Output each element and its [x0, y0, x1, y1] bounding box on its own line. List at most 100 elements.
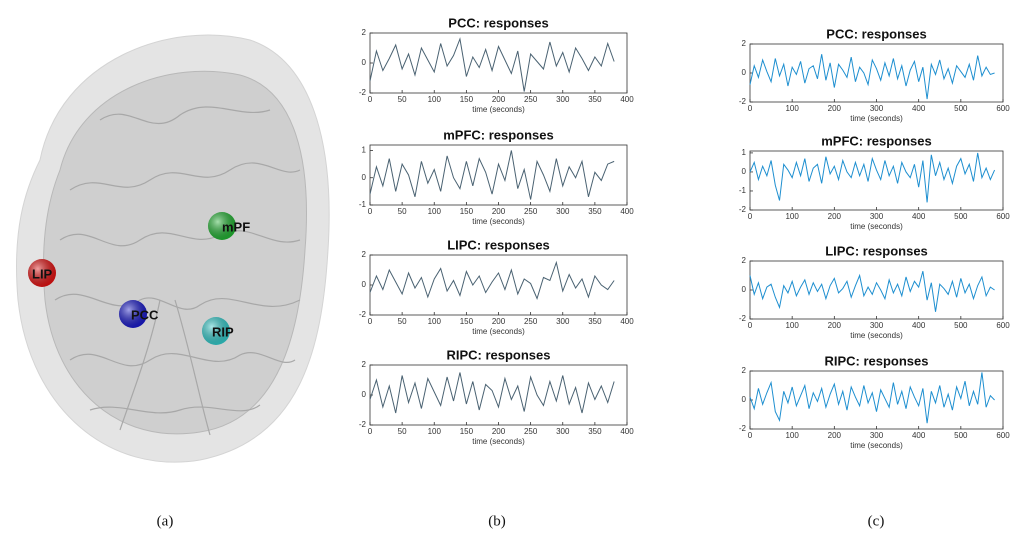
x-tick-label: 0 — [748, 104, 753, 113]
y-tick-label: 2 — [362, 250, 367, 259]
y-tick-label: 0 — [742, 395, 747, 404]
y-tick-label: 0 — [742, 285, 747, 294]
y-tick-label: 2 — [742, 39, 747, 48]
y-tick-label: 0 — [742, 167, 747, 176]
plot-frame — [749, 260, 1004, 320]
x-tick-label: 200 — [492, 317, 506, 326]
x-tick-label: 350 — [588, 427, 602, 436]
panel-label: (b) — [488, 513, 506, 529]
x-tick-label: 300 — [556, 427, 570, 436]
series-line — [749, 54, 995, 100]
x-tick-label: 400 — [912, 431, 926, 440]
x-axis-label: time (seconds) — [472, 437, 525, 446]
node-label: mPF — [222, 219, 250, 234]
y-tick-label: 2 — [742, 256, 747, 265]
x-tick-label: 300 — [556, 207, 570, 216]
x-tick-label: 0 — [748, 431, 753, 440]
y-tick-label: -2 — [739, 424, 747, 433]
node-shade — [119, 300, 147, 328]
plot-frame — [369, 254, 628, 316]
x-tick-label: 300 — [556, 95, 570, 104]
x-tick-label: 500 — [954, 212, 968, 221]
x-tick-label: 350 — [588, 207, 602, 216]
x-tick-label: 150 — [460, 95, 474, 104]
y-tick-label: -2 — [359, 420, 367, 429]
x-tick-label: 300 — [870, 431, 884, 440]
x-tick-label: 200 — [828, 104, 842, 113]
x-tick-label: 250 — [524, 427, 538, 436]
x-tick-label: 600 — [996, 431, 1010, 440]
x-tick-label: 100 — [428, 95, 442, 104]
series-line — [369, 150, 615, 200]
x-tick-label: 0 — [368, 317, 373, 326]
x-tick-label: 100 — [428, 317, 442, 326]
x-tick-label: 150 — [460, 427, 474, 436]
x-tick-label: 250 — [524, 207, 538, 216]
panel-label: (a) — [157, 513, 174, 529]
chart-title: PCC: responses — [826, 26, 926, 41]
x-tick-label: 100 — [428, 427, 442, 436]
x-axis-label: time (seconds) — [850, 441, 903, 450]
series-line — [749, 372, 995, 424]
x-tick-label: 400 — [912, 321, 926, 330]
x-tick-label: 400 — [620, 207, 634, 216]
plot-frame — [369, 364, 628, 426]
y-tick-label: -2 — [359, 88, 367, 97]
x-tick-label: 0 — [368, 427, 373, 436]
x-axis-label: time (seconds) — [850, 222, 903, 231]
x-tick-label: 200 — [492, 95, 506, 104]
y-tick-label: -2 — [739, 314, 747, 323]
chart-title: PCC: responses — [448, 15, 548, 30]
x-tick-label: 600 — [996, 321, 1010, 330]
y-tick-label: 1 — [362, 146, 367, 155]
y-tick-label: 0 — [362, 58, 367, 67]
series-line — [369, 37, 615, 92]
y-tick-label: 2 — [742, 366, 747, 375]
chart-title: RIPC: responses — [824, 353, 928, 368]
x-tick-label: 300 — [870, 321, 884, 330]
x-tick-label: 150 — [460, 317, 474, 326]
x-tick-label: 500 — [954, 321, 968, 330]
node-label: PCC — [131, 307, 159, 322]
series-line — [749, 152, 996, 203]
gyri — [54, 106, 301, 436]
x-tick-label: 350 — [588, 317, 602, 326]
x-tick-label: 100 — [785, 104, 799, 113]
series-line — [369, 372, 615, 414]
y-tick-label: 0 — [362, 280, 367, 289]
node-shade — [202, 317, 230, 345]
chart-title: LIPC: responses — [447, 237, 550, 252]
x-axis-label: time (seconds) — [850, 114, 903, 123]
x-tick-label: 300 — [556, 317, 570, 326]
chart-title: mPFC: responses — [821, 133, 932, 148]
x-tick-label: 200 — [492, 427, 506, 436]
x-tick-label: 200 — [828, 212, 842, 221]
x-tick-label: 200 — [492, 207, 506, 216]
x-tick-label: 250 — [524, 95, 538, 104]
x-tick-label: 500 — [954, 431, 968, 440]
y-tick-label: -2 — [739, 205, 747, 214]
x-tick-label: 100 — [428, 207, 442, 216]
plot-frame — [369, 32, 628, 94]
panel-label: (c) — [868, 513, 885, 529]
y-tick-label: 1 — [742, 148, 747, 157]
x-axis-label: time (seconds) — [472, 327, 525, 336]
plot-frame — [749, 370, 1004, 430]
x-tick-label: 200 — [828, 431, 842, 440]
x-tick-label: 0 — [368, 207, 373, 216]
chart-title: LIPC: responses — [825, 243, 928, 258]
x-tick-label: 150 — [460, 207, 474, 216]
x-tick-label: 100 — [785, 212, 799, 221]
y-tick-label: 0 — [742, 68, 747, 77]
y-tick-label: 2 — [362, 28, 367, 37]
x-tick-label: 100 — [785, 321, 799, 330]
x-tick-label: 50 — [398, 207, 407, 216]
node-shade — [208, 212, 236, 240]
x-tick-label: 400 — [620, 317, 634, 326]
y-tick-label: 2 — [362, 360, 367, 369]
x-axis-label: time (seconds) — [850, 331, 903, 340]
x-tick-label: 400 — [912, 104, 926, 113]
y-tick-label: 0 — [362, 390, 367, 399]
y-tick-label: -2 — [359, 310, 367, 319]
chart-title: RIPC: responses — [446, 347, 550, 362]
